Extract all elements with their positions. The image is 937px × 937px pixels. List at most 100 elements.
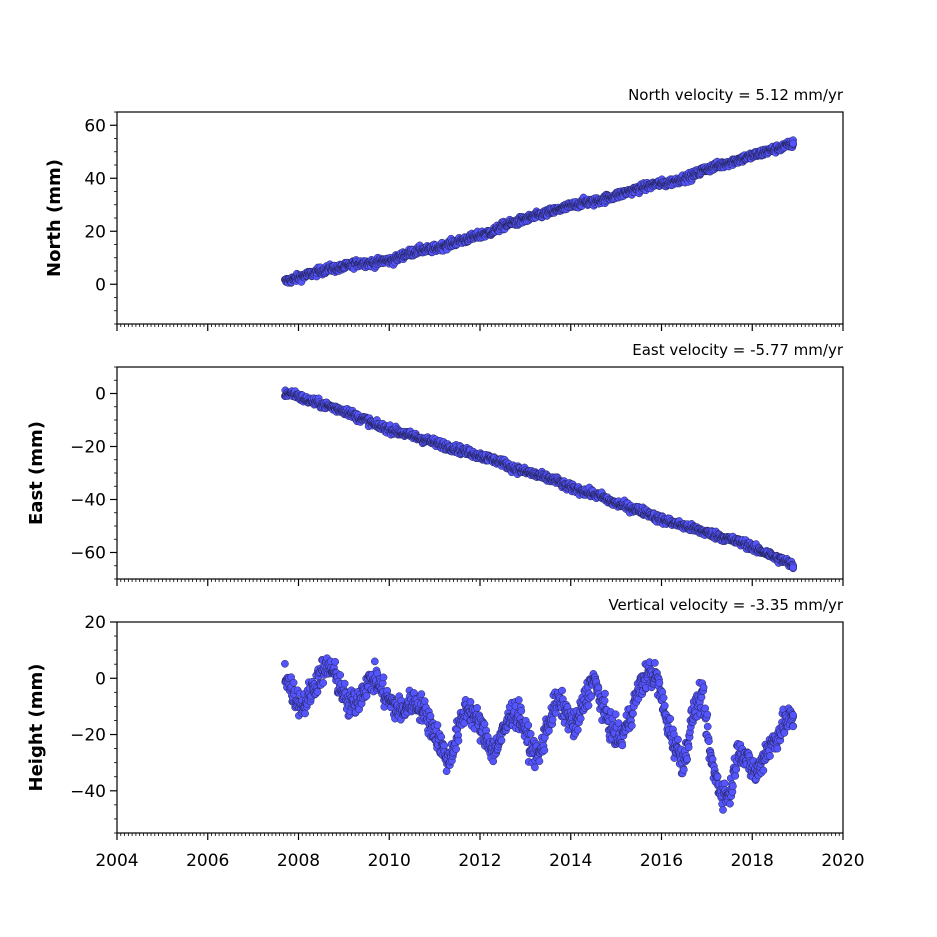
data-point [611, 710, 620, 719]
y-tick-label: −40 [70, 782, 106, 802]
data-point [666, 714, 675, 723]
data-point [789, 711, 797, 719]
data-point [420, 697, 429, 705]
data-point [426, 712, 435, 720]
panel-2: 0 −20 −40 −60 East velocity = -5.77 mm/yr Eas… [26, 341, 844, 586]
x-tick-label: 2020 [821, 851, 864, 871]
data-point [497, 736, 506, 745]
x-ticks [116, 579, 844, 586]
data-point [480, 720, 489, 728]
data-point [780, 728, 789, 737]
data-point [729, 782, 737, 791]
x-ticks [116, 833, 844, 840]
data-point [573, 726, 582, 734]
panel-3: 20 0 −20 −40 2004 2006 2008 2010 2012 2014 2016 201… [26, 596, 865, 871]
data-point [524, 721, 533, 730]
scatter-series [281, 136, 797, 287]
data-point [417, 690, 426, 698]
y-tick-label: 40 [84, 169, 106, 189]
x-tick-label: 2014 [549, 851, 592, 871]
data-point [584, 701, 593, 710]
data-point [289, 678, 298, 687]
data-point [655, 679, 664, 687]
data-point [370, 657, 379, 666]
y-tick-label: 20 [84, 222, 106, 242]
data-point [526, 730, 535, 738]
y-tick-label: 20 [84, 613, 106, 633]
x-tick-label: 2018 [731, 851, 774, 871]
data-point [731, 771, 740, 780]
data-point [545, 726, 553, 735]
y-tick-label: 0 [95, 669, 106, 689]
x-tick-label: 2016 [640, 851, 683, 871]
data-point [705, 737, 713, 746]
panel-1: 0 20 40 60 North velocity = 5.12 mm/yr North … [44, 86, 844, 331]
panel-title: East velocity = -5.77 mm/yr [632, 341, 844, 359]
data-point [587, 692, 596, 701]
data-point [674, 735, 682, 744]
data-point [531, 763, 539, 772]
y-ticks: 0 −20 −40 −60 [70, 366, 117, 580]
y-tick-label: −20 [70, 438, 106, 458]
data-point [766, 752, 774, 760]
data-point [336, 671, 345, 679]
data-point [535, 757, 544, 766]
data-point [732, 765, 741, 774]
data-point [600, 696, 609, 705]
data-point [660, 701, 669, 710]
panel-title: North velocity = 5.12 mm/yr [628, 86, 844, 104]
data-point [759, 766, 768, 775]
data-point [659, 693, 668, 702]
y-tick-label: 60 [84, 116, 106, 136]
data-point [773, 744, 782, 753]
y-axis-label: Height (mm) [26, 664, 47, 792]
scatter-series [281, 386, 797, 573]
data-point [281, 659, 289, 668]
data-point [679, 765, 688, 774]
data-point [340, 679, 349, 688]
x-tick-label: 2012 [458, 851, 501, 871]
data-point [313, 688, 322, 696]
x-tick-label: 2010 [368, 851, 411, 871]
data-point [629, 709, 637, 718]
data-point [514, 696, 523, 704]
x-tick-label: 2008 [277, 851, 320, 871]
axes-frame [116, 111, 844, 325]
panel-title: Vertical velocity = -3.35 mm/yr [608, 596, 843, 614]
y-tick-label: −40 [70, 491, 106, 511]
data-point [719, 806, 727, 814]
data-point [683, 755, 691, 763]
data-point [576, 714, 585, 723]
data-point [627, 721, 636, 730]
data-point [454, 736, 463, 745]
data-point [789, 722, 797, 731]
data-point [517, 707, 526, 715]
data-point [699, 683, 708, 692]
y-ticks: 20 0 −20 −40 [70, 613, 117, 834]
data-point [319, 679, 328, 687]
y-tick-label: 0 [95, 385, 106, 405]
data-point [703, 710, 712, 719]
x-tick-label: 2004 [95, 851, 138, 871]
data-point [601, 689, 609, 698]
data-point [331, 657, 340, 666]
data-point [703, 722, 712, 731]
x-tick-label: 2006 [186, 851, 229, 871]
data-point [789, 563, 797, 572]
data-point [618, 741, 627, 750]
data-point [651, 659, 659, 667]
y-tick-label: −60 [70, 544, 106, 564]
data-point [558, 686, 566, 695]
data-point [548, 715, 557, 724]
x-tick-labels: 2004 2006 2008 2010 2012 2014 2016 2018 2020 [95, 851, 864, 871]
y-ticks: 0 20 40 60 [84, 111, 117, 325]
data-point [473, 704, 481, 712]
y-tick-label: 0 [95, 275, 106, 295]
data-point [433, 721, 442, 729]
y-axis-label: East (mm) [26, 421, 47, 525]
data-point [789, 139, 797, 148]
data-point [362, 692, 371, 700]
data-point [379, 673, 388, 682]
data-point [437, 733, 446, 741]
